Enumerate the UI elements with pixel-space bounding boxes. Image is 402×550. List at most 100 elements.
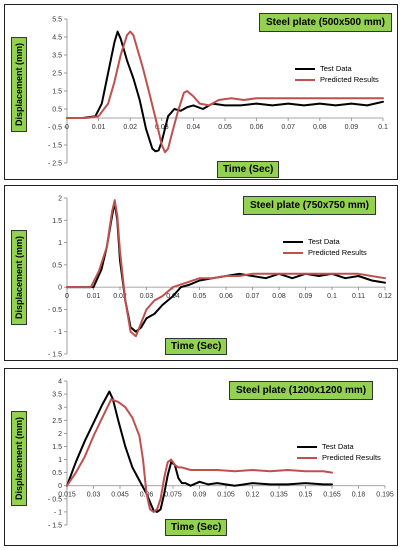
chart-panel-1: - 2.5 - 1.5 - 0.5 0.5 1.5 2.5 3.5 4.5 5.5 0 0.01 0.… (4, 4, 398, 180)
x-tick-label: 0.06 (219, 293, 233, 300)
series-line-test-data (66, 390, 333, 513)
series-line-predicted-results (66, 398, 333, 513)
chart-1-ylabel: Displacement (mm) (11, 37, 27, 133)
y-tick-label: - 0.5 (48, 307, 62, 314)
chart-3-plot: - 1.5 - 1 - 0.5 0 0.5 1 1.5 2 2.5 3 3.5 4 0.015 0.03 0… (48, 379, 394, 530)
x-tick-label: 0.03 (87, 492, 101, 499)
y-tick-label: - 1.5 (48, 352, 62, 359)
x-tick-label: 0.1 (327, 293, 337, 300)
x-tick-label: 0.07 (246, 293, 260, 300)
legend-test-data-swatch (297, 445, 317, 448)
x-tick-label: 0.12 (378, 293, 392, 300)
x-tick-label: 0.015 (58, 492, 76, 499)
series-line-test-data (66, 30, 384, 153)
y-tick-label: 3.5 (52, 392, 62, 399)
y-tick-label: 1.5 (52, 89, 62, 96)
x-tick-label: 0.165 (323, 492, 341, 499)
y-tick-label: - 1.5 (48, 523, 62, 530)
y-tick-label: 0.5 (52, 107, 62, 114)
y-tick-label: 3 (58, 405, 62, 412)
y-tick-label: - 1 (54, 509, 62, 516)
chart-1-title: Steel plate (500x500 mm) (259, 13, 392, 32)
x-tick-label: 0.04 (187, 124, 201, 131)
legend-predicted-label: Predicted Results (308, 248, 367, 257)
legend-predicted-swatch (297, 456, 317, 459)
legend-test-data-label: Test Data (308, 237, 340, 246)
x-tick-label: 0.07 (281, 124, 295, 131)
x-tick-label: 0.15 (299, 492, 313, 499)
x-tick-label: 0 (65, 293, 69, 300)
x-tick-label: 0.09 (299, 293, 313, 300)
y-tick-label: 2 (58, 196, 62, 203)
y-tick-label: 0 (58, 285, 62, 292)
chart-3-title: Steel plate (1200x1200 mm) (229, 381, 374, 400)
y-tick-label: - 1 (54, 329, 62, 336)
y-tick-label: - 0.5 (48, 125, 62, 132)
x-tick-label: 0.075 (164, 492, 182, 499)
y-tick-label: - 1.5 (48, 143, 62, 150)
chart-3-ylabel: Displacement (mm) (11, 411, 27, 507)
x-tick-label: 0.03 (155, 124, 169, 131)
y-tick-label: 0.5 (52, 262, 62, 269)
y-tick-label: 1.5 (52, 218, 62, 225)
x-tick-label: 0.05 (218, 124, 232, 131)
x-tick-label: 0.05 (193, 293, 207, 300)
y-tick-label: 0.5 (52, 470, 62, 477)
y-tick-label: 1.5 (52, 444, 62, 451)
legend-test-data-label: Test Data (320, 64, 352, 73)
y-tick-label: 2 (58, 431, 62, 438)
y-tick-label: 3.5 (52, 53, 62, 60)
chart-1-plot: - 2.5 - 1.5 - 0.5 0.5 1.5 2.5 3.5 4.5 5.5 0 0.01 0.… (48, 17, 388, 168)
x-tick-label: 0.045 (111, 492, 129, 499)
x-tick-label: 0.195 (376, 492, 394, 499)
y-tick-label: 1 (58, 240, 62, 247)
chart-2-legend: Test Data Predicted Results (283, 236, 367, 258)
chart-2-ylabel: Displacement (mm) (11, 230, 27, 326)
x-tick-label: 0.06 (250, 124, 264, 131)
chart-3-legend: Test Data Predicted Results (297, 441, 381, 463)
y-tick-label: 2.5 (52, 418, 62, 425)
legend-test-data-swatch (283, 240, 303, 243)
legend-predicted-swatch (283, 251, 303, 254)
x-tick-label: 0.18 (352, 492, 366, 499)
y-tick-label: - 2.5 (48, 161, 62, 168)
chart-panel-3: - 1.5 - 1 - 0.5 0 0.5 1 1.5 2 2.5 3 3.5 4 0.015 0.03 0… (4, 368, 398, 546)
x-tick-label: 0.09 (345, 124, 359, 131)
x-tick-label: 0.11 (352, 293, 365, 300)
x-tick-label: 0 (65, 124, 69, 131)
chart-2-plot: - 1.5- 1- 0.500.511.520 0.01 0.02 0.03 0.04 0… (48, 196, 392, 359)
x-tick-label: 0.08 (313, 124, 327, 131)
legend-predicted-label: Predicted Results (320, 75, 379, 84)
x-tick-label: 0.1 (378, 124, 388, 131)
chart-2-xlabel: Time (Sec) (165, 338, 228, 355)
x-tick-label: 0.105 (217, 492, 235, 499)
series-line-predicted-results (66, 199, 386, 338)
series-line-test-data (66, 201, 386, 333)
x-tick-label: 0.03 (140, 293, 154, 300)
chart-3-xlabel: Time (Sec) (165, 519, 228, 536)
x-tick-label: 0.01 (92, 124, 106, 131)
chart-panel-2: - 1.5- 1- 0.5 0 0.5 1 1.5 2 0 0.01 0.02 0.03 0.04 0… (4, 185, 398, 361)
x-tick-label: 0.02 (113, 293, 127, 300)
x-tick-label: 0.01 (87, 293, 101, 300)
chart-1-xlabel: Time (Sec) (217, 161, 280, 178)
chart-2-title: Steel plate (750x750 mm) (243, 196, 376, 215)
x-tick-label: 0.02 (123, 124, 137, 131)
series-line-predicted-results (66, 30, 384, 154)
y-tick-label: 4 (58, 379, 62, 386)
legend-predicted-label: Predicted Results (322, 453, 381, 462)
chart-1-legend: Test Data Predicted Results (295, 63, 379, 85)
x-tick-label: 0.135 (270, 492, 288, 499)
y-tick-label: 0 (58, 483, 62, 490)
x-tick-label: 0.09 (193, 492, 207, 499)
y-tick-label: 2.5 (52, 71, 62, 78)
legend-test-data-swatch (295, 67, 315, 70)
y-tick-label: 4.5 (52, 35, 62, 42)
x-tick-label: 0.08 (272, 293, 286, 300)
y-tick-label: 1 (58, 457, 62, 464)
legend-predicted-swatch (295, 78, 315, 81)
y-tick-label: 5.5 (52, 17, 62, 24)
x-tick-label: 0.12 (246, 492, 260, 499)
legend-test-data-label: Test Data (322, 442, 354, 451)
y-tick-label: - 0.5 (48, 496, 62, 503)
